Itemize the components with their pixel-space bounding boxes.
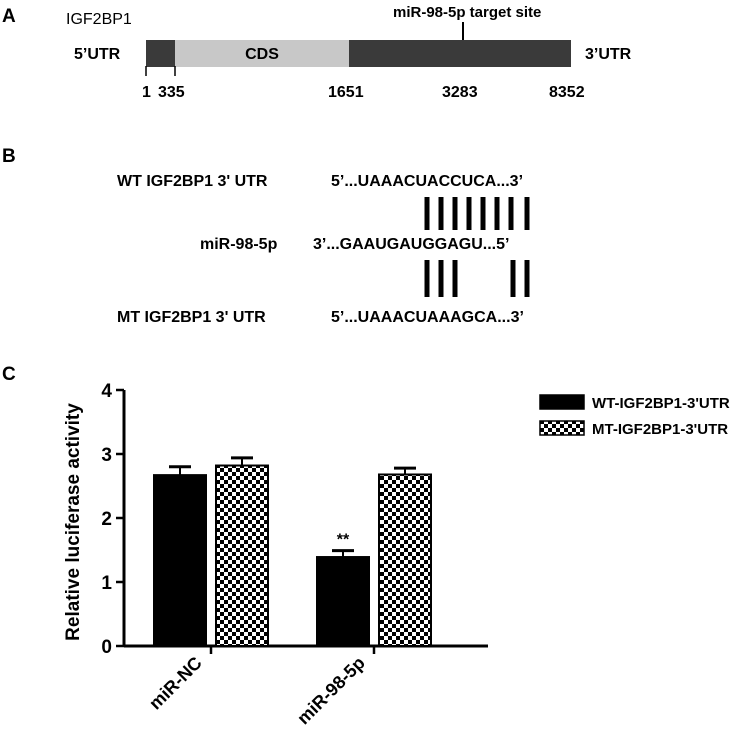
cds-segment — [175, 40, 349, 67]
x-tick-label: miR-98-5p — [293, 653, 369, 729]
significance-label: ** — [337, 532, 350, 549]
panel-c: C Relative luciferase activity 0 1 2 3 4 miR-… — [2, 364, 730, 728]
bar — [153, 474, 207, 647]
legend-swatch — [539, 394, 585, 410]
wt-sequence: 5’...UAAACUACCUCA...3’ — [331, 173, 523, 190]
cds-label: CDS — [245, 46, 279, 63]
position-8352: 8352 — [549, 84, 585, 101]
mir-label: miR-98-5p — [200, 236, 278, 253]
panel-a-letter: A — [2, 6, 16, 27]
y-tick-label: 1 — [101, 573, 112, 594]
y-tick-label: 3 — [101, 445, 112, 466]
utr3-label: 3’UTR — [585, 46, 632, 63]
y-axis-label: Relative luciferase activity — [63, 403, 84, 641]
chart-bars: ** — [153, 456, 432, 648]
y-tick-label: 0 — [101, 637, 112, 658]
gene-label: IGF2BP1 — [66, 11, 132, 28]
upper-pairing-lines — [424, 197, 530, 230]
panel-a: A IGF2BP1 miR-98-5p target site CDS 5’UT… — [2, 4, 632, 101]
panel-b: B WT IGF2BP1 3' UTR 5’...UAAACUACCUCA...… — [2, 146, 530, 326]
position-3283: 3283 — [442, 84, 478, 101]
lower-pairing-lines — [424, 260, 530, 297]
site-label: miR-98-5p target site — [393, 4, 541, 21]
position-335: 335 — [158, 84, 185, 101]
bar — [215, 464, 269, 647]
utr5-label: 5’UTR — [74, 46, 121, 63]
mt-sequence: 5’...UAAACUAAAGCA...3’ — [331, 309, 524, 326]
legend-label: WT-IGF2BP1-3'UTR — [592, 395, 730, 412]
mir-sequence: 3’...GAAUGAUGGAGU...5’ — [313, 236, 509, 253]
wt-label: WT IGF2BP1 3' UTR — [117, 173, 268, 190]
bar — [378, 473, 432, 648]
utr5-segment — [146, 40, 175, 67]
chart-legend: WT-IGF2BP1-3'UTR MT-IGF2BP1-3'UTR — [539, 394, 730, 438]
x-tick-label: miR-NC — [145, 653, 206, 714]
position-1651: 1651 — [328, 84, 364, 101]
bar — [316, 556, 370, 647]
y-tick-label: 4 — [101, 381, 112, 402]
position-1: 1 — [142, 84, 151, 101]
panel-b-letter: B — [2, 146, 16, 167]
legend-label: MT-IGF2BP1-3'UTR — [592, 421, 728, 438]
panel-c-letter: C — [2, 364, 16, 385]
mt-label: MT IGF2BP1 3' UTR — [117, 309, 266, 326]
legend-swatch — [539, 420, 585, 436]
y-tick-label: 2 — [101, 509, 112, 530]
utr3-segment — [349, 40, 571, 67]
